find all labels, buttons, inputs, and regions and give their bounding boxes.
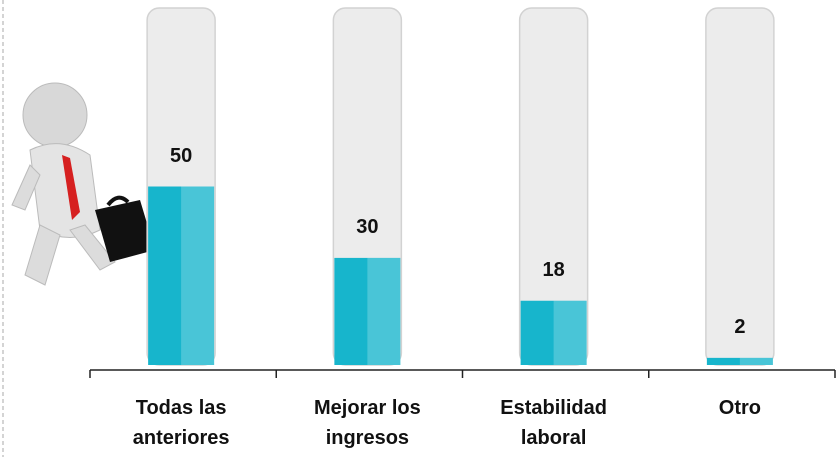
bar-highlight xyxy=(739,357,773,365)
x-tick-label: Todas las anteriores xyxy=(132,397,230,449)
value-label: 2 xyxy=(734,316,745,338)
value-label: 30 xyxy=(356,216,378,238)
bar-highlight xyxy=(181,186,215,365)
bar xyxy=(148,186,215,365)
bar-track xyxy=(705,7,775,366)
value-label: 18 xyxy=(543,259,565,281)
businessman-figure xyxy=(11,82,155,286)
x-tick-label: Mejorar los ingresos xyxy=(314,397,421,449)
bar-highlight xyxy=(367,257,401,365)
x-tick-label: Otro xyxy=(718,397,761,419)
x-tick-label: Estabilidad laboral xyxy=(500,397,607,449)
bar xyxy=(706,357,773,365)
value-label: 50 xyxy=(170,145,192,167)
bar-highlight xyxy=(553,300,587,365)
bar xyxy=(520,300,587,365)
bar xyxy=(334,257,401,365)
